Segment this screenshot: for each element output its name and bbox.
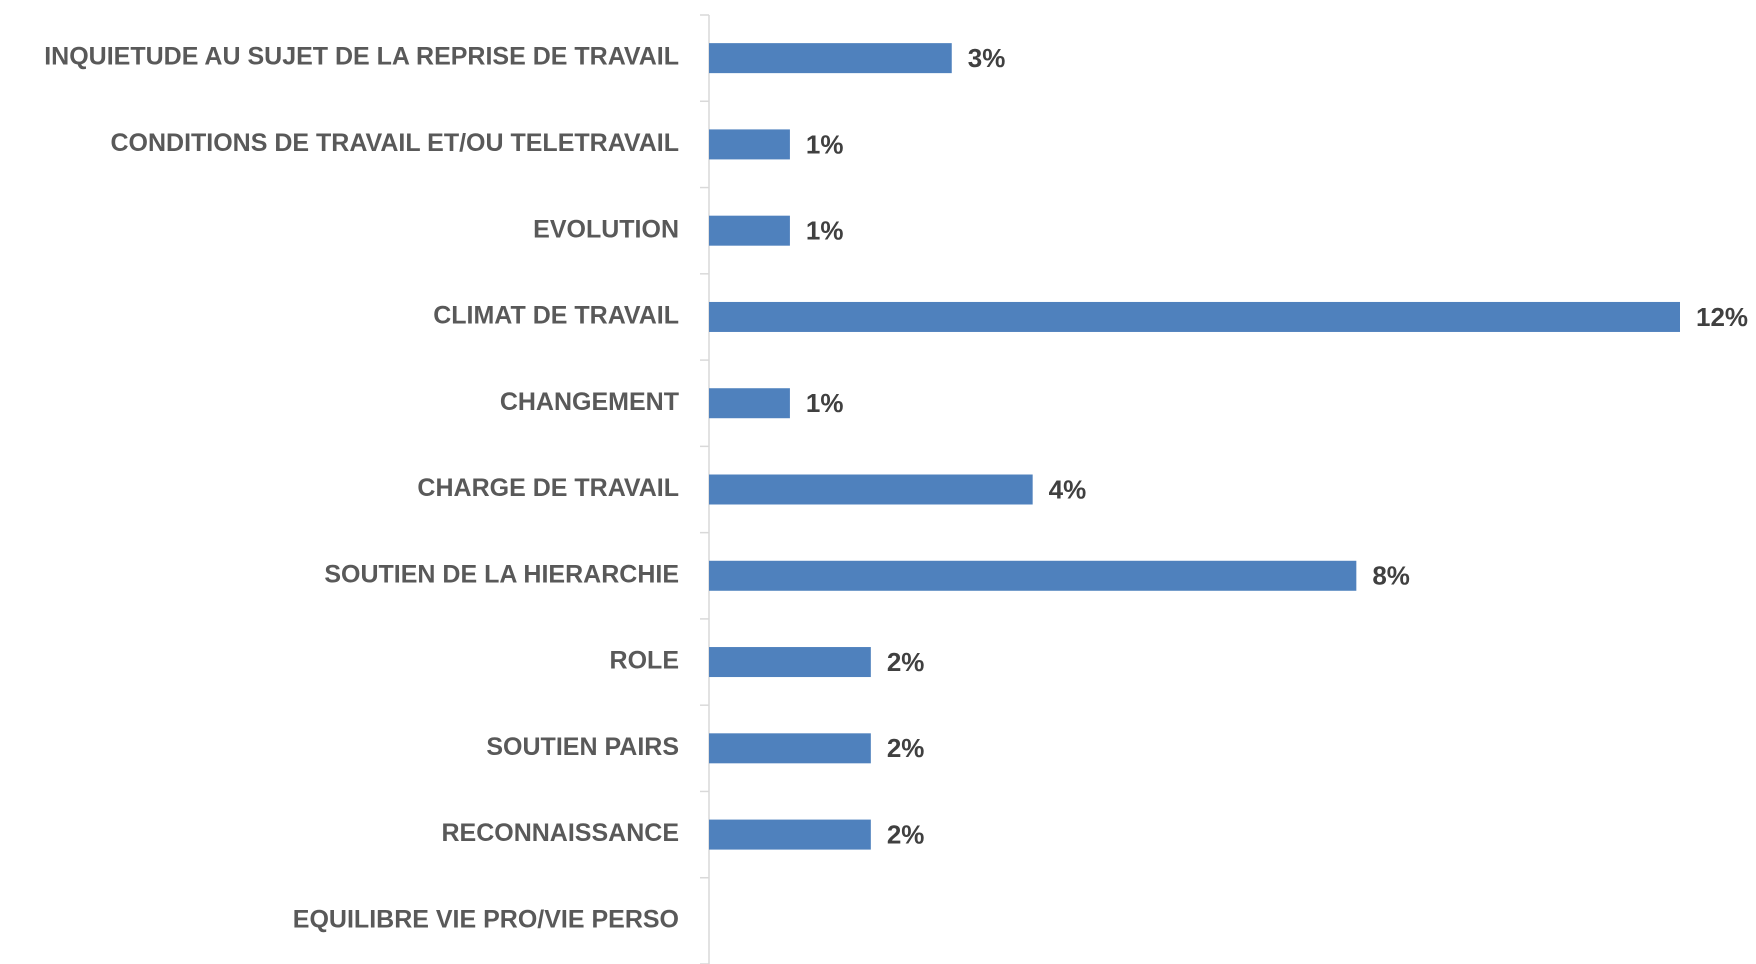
category-label: SOUTIEN DE LA HIERARCHIE — [324, 560, 679, 588]
data-label: 1% — [806, 216, 844, 246]
bar — [709, 819, 871, 850]
data-label: 1% — [806, 129, 844, 159]
data-label: 2% — [887, 733, 925, 763]
data-label: 1% — [806, 388, 844, 418]
data-label: 4% — [1049, 474, 1087, 504]
category-label: CHARGE DE TRAVAIL — [417, 474, 679, 502]
category-label: CLIMAT DE TRAVAIL — [433, 302, 679, 330]
category-label: CONDITIONS DE TRAVAIL ET/OU TELETRAVAIL — [110, 129, 679, 157]
category-label: SOUTIEN PAIRS — [486, 733, 679, 761]
bar — [709, 474, 1033, 505]
bar — [709, 301, 1680, 332]
category-label: EQUILIBRE VIE PRO/VIE PERSO — [293, 905, 679, 933]
bar — [709, 647, 871, 678]
category-label: CHANGEMENT — [500, 388, 679, 416]
data-label: 2% — [887, 819, 925, 849]
bar — [709, 733, 871, 764]
data-label: 3% — [968, 43, 1006, 73]
bar — [709, 129, 790, 160]
category-label: INQUIETUDE AU SUJET DE LA REPRISE DE TRA… — [44, 43, 679, 71]
bar — [709, 43, 952, 74]
category-label: EVOLUTION — [533, 215, 679, 243]
bar — [709, 215, 790, 246]
data-label: 12% — [1696, 302, 1748, 332]
bar — [709, 560, 1357, 591]
data-label: 8% — [1372, 561, 1410, 591]
bar — [709, 388, 790, 419]
data-label: 2% — [887, 647, 925, 677]
category-label: RECONNAISSANCE — [441, 819, 679, 847]
category-label: ROLE — [610, 647, 679, 675]
